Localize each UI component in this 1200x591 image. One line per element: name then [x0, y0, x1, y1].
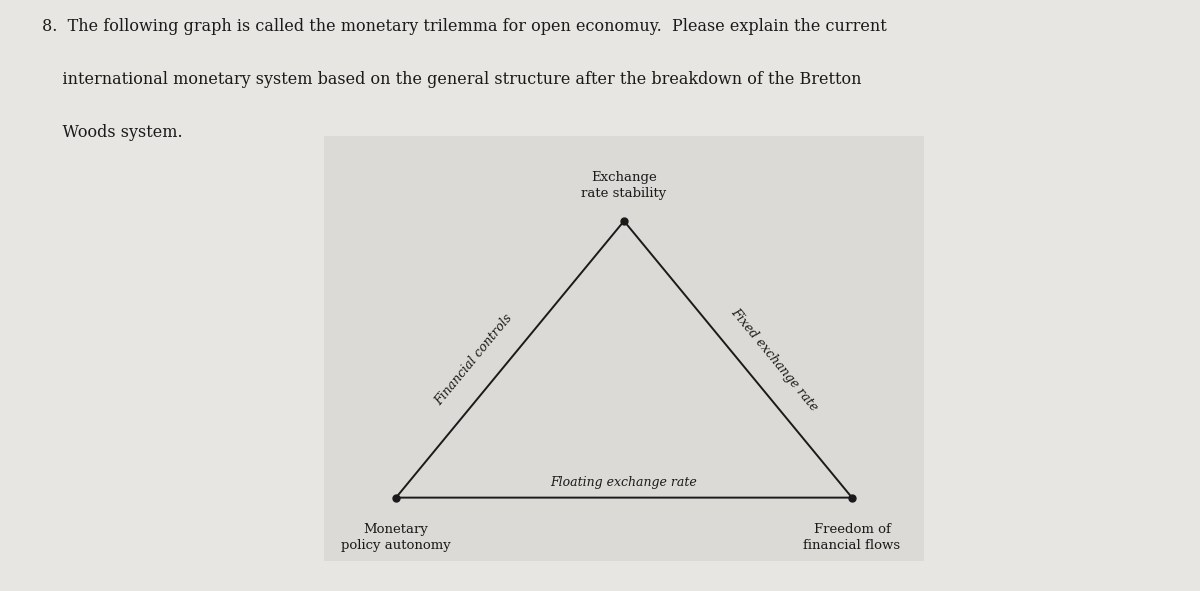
Text: Exchange
rate stability: Exchange rate stability — [581, 171, 667, 200]
Text: Woods system.: Woods system. — [42, 124, 182, 141]
Text: Monetary
policy autonomy: Monetary policy autonomy — [341, 523, 451, 552]
Text: Fixed exchange rate: Fixed exchange rate — [728, 306, 820, 413]
Text: Freedom of
financial flows: Freedom of financial flows — [804, 523, 900, 552]
Text: Floating exchange rate: Floating exchange rate — [551, 476, 697, 489]
Text: 8.  The following graph is called the monetary trilemma for open economuy.  Plea: 8. The following graph is called the mon… — [42, 18, 887, 35]
Text: international monetary system based on the general structure after the breakdown: international monetary system based on t… — [42, 71, 862, 88]
Text: Financial controls: Financial controls — [433, 311, 515, 407]
FancyBboxPatch shape — [324, 136, 924, 561]
